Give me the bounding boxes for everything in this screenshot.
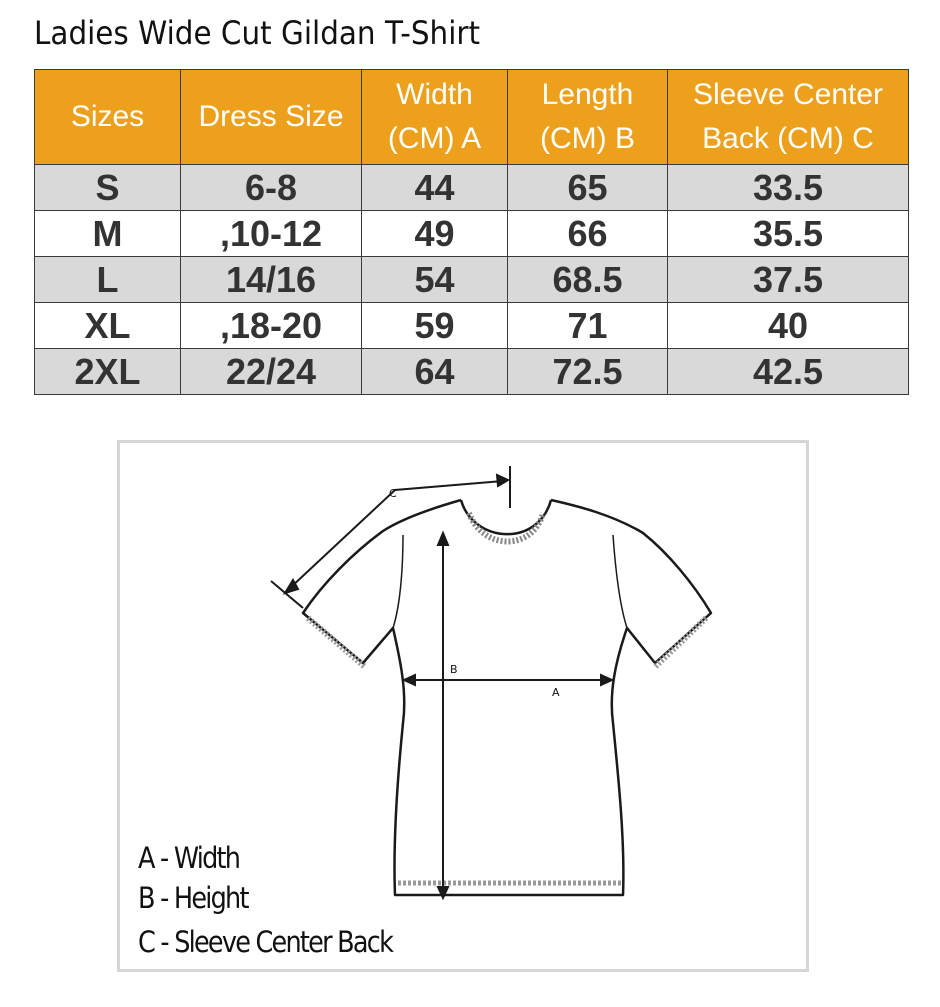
- table-cell: 44: [361, 164, 508, 211]
- table-cell: 40: [667, 302, 909, 349]
- header-sleeve: Sleeve Center Back (CM) C: [667, 69, 909, 165]
- header-text: Sleeve Center: [692, 78, 884, 111]
- table-header-row: Sizes Dress Size Width (CM) A Length (CM) …: [34, 69, 909, 165]
- tshirt-measurement-diagram: B A C A - Width B - Height C - Sleeve Ce…: [117, 440, 809, 972]
- tshirt-outline-icon: B A C: [270, 466, 713, 901]
- label-c: C: [389, 487, 397, 500]
- table-cell: 14/16: [180, 256, 362, 303]
- table-cell: 35.5: [667, 210, 909, 257]
- table-cell: 65: [507, 164, 668, 211]
- table-row: L 14/16 54 68.5 37.5: [34, 256, 909, 303]
- header-length: Length (CM) B: [507, 69, 668, 165]
- table-cell: 33.5: [667, 164, 909, 211]
- table-row: 2XL 22/24 64 72.5 42.5: [34, 348, 909, 395]
- table-cell: XL: [34, 302, 181, 349]
- table-cell: L: [34, 256, 181, 303]
- table-cell: 72.5: [507, 348, 668, 395]
- header-text: (CM) B: [540, 122, 635, 155]
- table-cell: 54: [361, 256, 508, 303]
- size-chart-table: Sizes Dress Size Width (CM) A Length (CM) …: [34, 69, 909, 395]
- table-cell: 49: [361, 210, 508, 257]
- header-text: Sizes: [70, 100, 145, 133]
- table-cell: M: [34, 210, 181, 257]
- table-cell: 37.5: [667, 256, 909, 303]
- header-text: Length: [541, 78, 634, 111]
- header-text: (CM) A: [387, 122, 482, 155]
- legend-c: C - Sleeve Center Back: [138, 925, 394, 959]
- label-b: B: [450, 663, 458, 676]
- table-cell: 66: [507, 210, 668, 257]
- table-cell: 64: [361, 348, 508, 395]
- table-cell: ,10-12: [180, 210, 362, 257]
- table-cell: ,18-20: [180, 302, 362, 349]
- legend-b: B - Height: [138, 881, 249, 915]
- header-sizes: Sizes: [34, 69, 181, 165]
- table-row: S 6-8 44 65 33.5: [34, 164, 909, 211]
- page-title: Ladies Wide Cut Gildan T-Shirt: [34, 14, 481, 52]
- table-cell: 59: [361, 302, 508, 349]
- header-text: Dress Size: [198, 100, 344, 133]
- table-cell: 6-8: [180, 164, 362, 211]
- table-cell: 71: [507, 302, 668, 349]
- header-text: Back (CM) C: [702, 122, 874, 155]
- header-dress-size: Dress Size: [180, 69, 362, 165]
- table-row: M ,10-12 49 66 35.5: [34, 210, 909, 257]
- header-text: Width: [396, 78, 473, 111]
- table-row: XL ,18-20 59 71 40: [34, 302, 909, 349]
- table-cell: 68.5: [507, 256, 668, 303]
- header-width: Width (CM) A: [361, 69, 508, 165]
- table-cell: 42.5: [667, 348, 909, 395]
- table-cell: 2XL: [34, 348, 181, 395]
- legend-a: A - Width: [138, 841, 241, 875]
- table-cell: S: [34, 164, 181, 211]
- table-cell: 22/24: [180, 348, 362, 395]
- label-a: A: [552, 686, 560, 699]
